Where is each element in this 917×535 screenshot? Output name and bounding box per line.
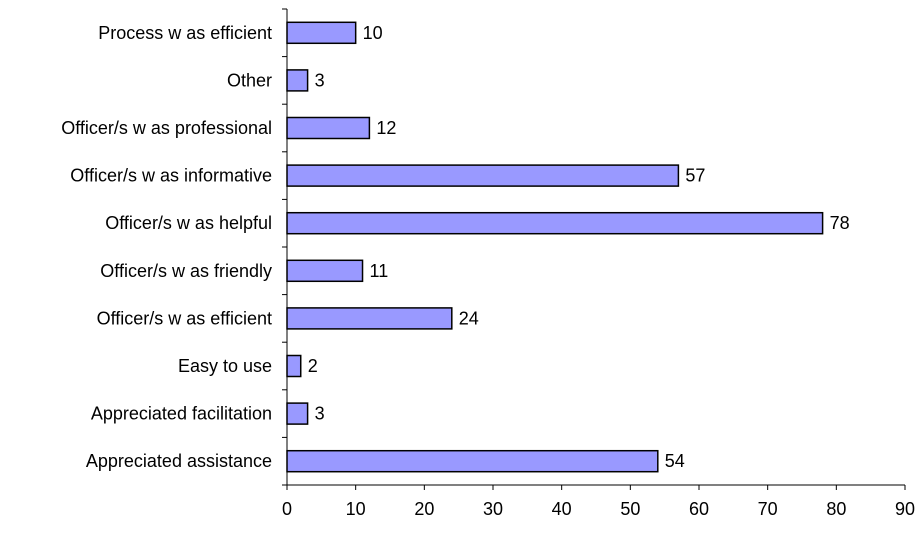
x-tick-label-4: 40 (552, 499, 572, 519)
x-tick-label-7: 70 (758, 499, 778, 519)
bar-4 (286, 211, 824, 235)
x-tick-label-3: 30 (483, 499, 503, 519)
value-label-2: 12 (376, 118, 396, 138)
labels-layer: Process w as efficient 10 Other 3 Officer/s … (61, 23, 915, 519)
bar-9 (286, 449, 659, 473)
value-label-9: 54 (665, 451, 685, 471)
category-label-7: Easy to use (178, 356, 272, 376)
value-label-0: 10 (363, 23, 383, 43)
bar-7 (286, 354, 302, 378)
category-label-2: Officer/s w as professional (61, 118, 272, 138)
category-label-0: Process w as efficient (98, 23, 272, 43)
value-label-7: 2 (308, 356, 318, 376)
x-tick-label-5: 50 (620, 499, 640, 519)
value-label-5: 11 (370, 261, 389, 281)
category-label-4: Officer/s w as helpful (105, 213, 272, 233)
axes-layer (282, 8, 906, 490)
x-tick-label-1: 10 (346, 499, 366, 519)
category-label-9: Appreciated assistance (86, 451, 272, 471)
category-label-1: Other (227, 70, 272, 90)
x-tick-label-0: 0 (282, 499, 292, 519)
value-label-8: 3 (315, 404, 325, 424)
value-label-3: 57 (685, 166, 705, 186)
category-label-6: Officer/s w as efficient (97, 308, 272, 328)
value-label-6: 24 (459, 308, 479, 328)
bar-0 (286, 21, 357, 45)
x-tick-label-8: 80 (826, 499, 846, 519)
category-label-3: Officer/s w as informative (70, 166, 272, 186)
value-label-1: 3 (315, 70, 325, 90)
value-label-4: 78 (830, 213, 850, 233)
bar-5 (286, 259, 364, 283)
x-tick-label-6: 60 (689, 499, 709, 519)
bar-3 (286, 164, 680, 187)
x-tick-label-2: 20 (414, 499, 434, 519)
category-label-8: Appreciated facilitation (91, 404, 272, 424)
bar-2 (286, 116, 371, 140)
category-label-5: Officer/s w as friendly (100, 261, 272, 281)
bars-layer (286, 21, 824, 473)
x-tick-label-9: 90 (895, 499, 915, 519)
bar-6 (286, 307, 453, 330)
bar-8 (286, 402, 309, 425)
bar-1 (286, 69, 309, 92)
